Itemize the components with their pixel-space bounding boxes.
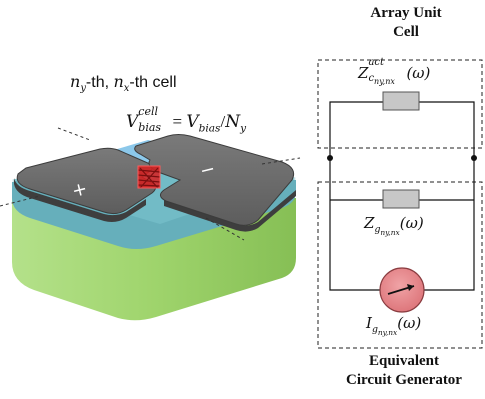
negative-electrode-side (164, 190, 296, 232)
generator-box (317, 181, 483, 349)
leader-line-right (261, 157, 301, 165)
node-right (471, 155, 477, 161)
cell-index-label: ny-th, nx-th cell (70, 72, 177, 95)
z-act-scripts: act cny,nx (368, 57, 395, 86)
footer-line-1: Equivalent (368, 353, 440, 369)
positive-electrode-side (14, 178, 146, 222)
negative-electrode (134, 134, 295, 226)
active-impedance-resistor (382, 91, 420, 111)
generator-impedance-resistor (382, 189, 420, 209)
leader-line-left-top (57, 127, 91, 141)
plus-sign: + (70, 178, 90, 202)
header-title: Array Unit Cell (358, 4, 454, 42)
generator-impedance-label: Zgny,nx(ω) (364, 214, 424, 237)
node-left (327, 155, 333, 161)
footer-line-2: Circuit Generator (346, 372, 462, 388)
header-line-1: Array Unit (370, 5, 442, 21)
leader-line-left (0, 195, 41, 207)
header-line-2: Cell (393, 24, 419, 40)
bias-scripts: cell bias (138, 105, 162, 134)
current-source-label: Igny,nx(ω) (366, 314, 422, 337)
footer-title: Equivalent Circuit Generator (334, 352, 474, 390)
minus-sign: − (198, 158, 218, 182)
emitter-stack (137, 165, 161, 189)
device-illustration: + − (0, 127, 301, 321)
equivalent-circuit (317, 59, 483, 349)
leader-line-bottom (205, 217, 245, 241)
